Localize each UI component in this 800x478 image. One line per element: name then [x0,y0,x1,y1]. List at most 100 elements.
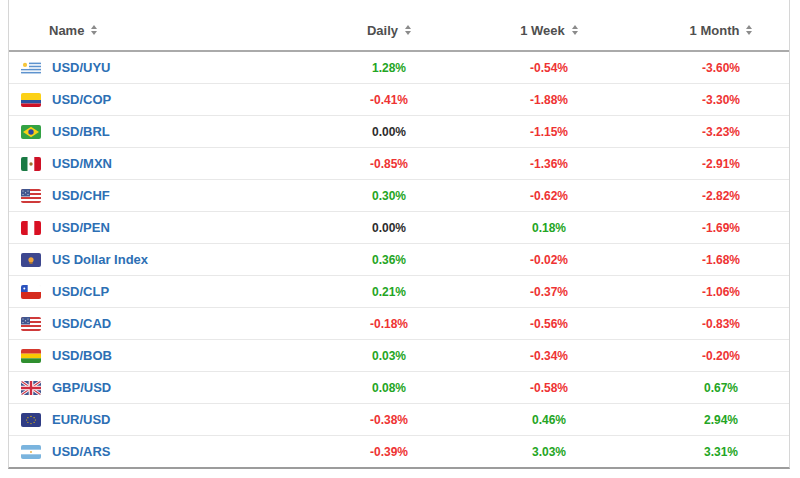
table-row: EUR/USD -0.38% 0.46% 2.94% [9,404,789,436]
flag-uruguay-icon [21,61,41,75]
table-row: USD/UYU 1.28% -0.54% -3.60% [9,52,789,84]
week-change-cell: -0.62% [469,189,629,203]
month-change-cell: -0.83% [629,317,789,331]
daily-change-cell: 0.36% [309,253,469,267]
daily-change-cell: -0.38% [309,413,469,427]
column-header-daily-label: Daily [367,23,398,38]
pair-name-link[interactable]: USD/BOB [52,348,112,363]
daily-change-cell: -0.41% [309,93,469,107]
flag-bolivia-icon [21,349,41,363]
week-change-cell: 0.46% [469,413,629,427]
pair-name-link[interactable]: USD/CLP [52,284,109,299]
daily-change-cell: 0.00% [309,221,469,235]
column-header-name[interactable]: Name [9,23,309,38]
pair-name-link[interactable]: USD/COP [52,92,111,107]
daily-change-cell: 1.28% [309,61,469,75]
column-header-1week-label: 1 Week [520,23,565,38]
pair-name-cell: USD/UYU [9,60,309,75]
table-header-row: Name Daily 1 Week 1 Month [9,0,789,52]
table-row: US Dollar Index 0.36% -0.02% -1.68% [9,244,789,276]
week-change-cell: -1.15% [469,125,629,139]
pair-name-link[interactable]: USD/MXN [52,156,112,171]
sort-icon [572,25,578,35]
month-change-cell: 0.67% [629,381,789,395]
daily-change-cell: 0.08% [309,381,469,395]
sort-icon [405,25,411,35]
flag-usa-icon [21,189,41,203]
pair-name-link[interactable]: USD/CHF [52,188,110,203]
flag-peru-icon [21,221,41,235]
week-change-cell: -1.88% [469,93,629,107]
column-header-1month-label: 1 Month [690,23,740,38]
daily-change-cell: 0.03% [309,349,469,363]
week-change-cell: -0.34% [469,349,629,363]
week-change-cell: -0.54% [469,61,629,75]
column-header-1week[interactable]: 1 Week [469,23,629,38]
flag-brazil-icon [21,125,41,139]
currency-rates-table: Name Daily 1 Week 1 Month USD/UYU 1.28% … [8,0,790,469]
week-change-cell: -0.58% [469,381,629,395]
month-change-cell: -1.69% [629,221,789,235]
month-change-cell: -3.23% [629,125,789,139]
month-change-cell: 2.94% [629,413,789,427]
pair-name-link[interactable]: USD/PEN [52,220,110,235]
table-row: USD/PEN 0.00% 0.18% -1.69% [9,212,789,244]
table-row: USD/BRL 0.00% -1.15% -3.23% [9,116,789,148]
currency-rates-screen: Name Daily 1 Week 1 Month USD/UYU 1.28% … [0,0,800,478]
daily-change-cell: -0.39% [309,445,469,459]
week-change-cell: -0.56% [469,317,629,331]
month-change-cell: -3.30% [629,93,789,107]
month-change-cell: -1.68% [629,253,789,267]
flag-european-union-icon [21,413,41,427]
sort-icon [91,25,97,35]
flag-usa-icon [21,317,41,331]
table-row: USD/CHF 0.30% -0.62% -2.82% [9,180,789,212]
daily-change-cell: -0.85% [309,157,469,171]
flag-united-kingdom-icon [21,381,41,395]
pair-name-cell: EUR/USD [9,412,309,427]
table-row: USD/BOB 0.03% -0.34% -0.20% [9,340,789,372]
daily-change-cell: 0.21% [309,285,469,299]
daily-change-cell: 0.00% [309,125,469,139]
pair-name-cell: USD/CHF [9,188,309,203]
week-change-cell: 0.18% [469,221,629,235]
table-row: USD/CLP 0.21% -0.37% -1.06% [9,276,789,308]
flag-chile-icon [21,285,41,299]
column-header-daily[interactable]: Daily [309,23,469,38]
table-row: USD/MXN -0.85% -1.36% -2.91% [9,148,789,180]
daily-change-cell: -0.18% [309,317,469,331]
pair-name-cell: USD/PEN [9,220,309,235]
table-row: USD/COP -0.41% -1.88% -3.30% [9,84,789,116]
pair-name-link[interactable]: EUR/USD [52,412,111,427]
pair-name-link[interactable]: USD/UYU [52,60,111,75]
pair-name-cell: USD/ARS [9,444,309,459]
month-change-cell: -2.82% [629,189,789,203]
week-change-cell: 3.03% [469,445,629,459]
month-change-cell: -1.06% [629,285,789,299]
sort-icon [746,25,752,35]
column-header-1month[interactable]: 1 Month [629,23,789,38]
table-row: USD/CAD -0.18% -0.56% -0.83% [9,308,789,340]
flag-colombia-icon [21,93,41,107]
pair-name-link[interactable]: USD/ARS [52,444,111,459]
flag-mexico-icon [21,157,41,171]
month-change-cell: -2.91% [629,157,789,171]
month-change-cell: -0.20% [629,349,789,363]
pair-name-link[interactable]: GBP/USD [52,380,111,395]
pair-name-link[interactable]: USD/CAD [52,316,111,331]
month-change-cell: -3.60% [629,61,789,75]
pair-name-link[interactable]: US Dollar Index [52,252,148,267]
pair-name-cell: USD/CLP [9,284,309,299]
flag-us-dollar-index-icon [21,253,41,267]
pair-name-cell: USD/MXN [9,156,309,171]
pair-name-cell: USD/BOB [9,348,309,363]
pair-name-link[interactable]: USD/BRL [52,124,110,139]
pair-name-cell: USD/COP [9,92,309,107]
week-change-cell: -0.37% [469,285,629,299]
flag-argentina-icon [21,445,41,459]
week-change-cell: -0.02% [469,253,629,267]
table-row: GBP/USD 0.08% -0.58% 0.67% [9,372,789,404]
table-body: USD/UYU 1.28% -0.54% -3.60% USD/COP -0.4… [9,52,789,467]
month-change-cell: 3.31% [629,445,789,459]
week-change-cell: -1.36% [469,157,629,171]
